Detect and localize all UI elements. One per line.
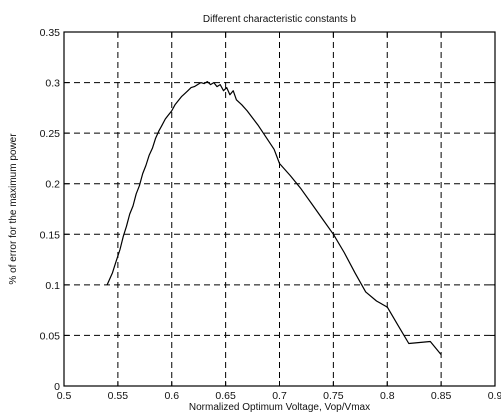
series-line [106, 80, 442, 355]
y-tick-label: 0.3 [45, 78, 60, 90]
x-tick-label: 0.9 [488, 390, 501, 402]
x-tick-label: 0.65 [215, 390, 236, 402]
x-axis-label: Normalized Optimum Voltage, Vop/Vmax [189, 402, 370, 413]
grid-layer [64, 32, 495, 386]
y-axis-label: % of error for the maximum power [8, 133, 19, 285]
y-tick-label: 0.1 [45, 280, 60, 292]
x-tick-label: 0.5 [57, 390, 72, 402]
tick-layer [63, 31, 496, 387]
y-tick-labels: 0 0.05 0.1 0.15 0.2 0.25 0.3 0.35 [40, 27, 61, 393]
y-tick-label: 0.2 [45, 179, 60, 191]
x-tick-label: 0.85 [431, 390, 452, 402]
chart-title: Different characteristic constants b [203, 14, 357, 25]
y-tick-label: 0 [54, 381, 60, 393]
y-tick-label: 0.25 [40, 128, 61, 140]
x-tick-label: 0.75 [323, 390, 344, 402]
y-tick-label: 0.05 [40, 330, 61, 342]
x-tick-label: 0.7 [272, 390, 287, 402]
x-tick-label: 0.6 [164, 390, 179, 402]
series-layer [106, 80, 442, 355]
x-tick-label: 0.8 [380, 390, 395, 402]
y-tick-label: 0.35 [40, 27, 61, 39]
x-tick-labels: 0.5 0.55 0.6 0.65 0.7 0.75 0.8 0.85 0.9 [57, 390, 501, 402]
y-tick-label: 0.15 [40, 229, 61, 241]
x-tick-label: 0.55 [108, 390, 129, 402]
